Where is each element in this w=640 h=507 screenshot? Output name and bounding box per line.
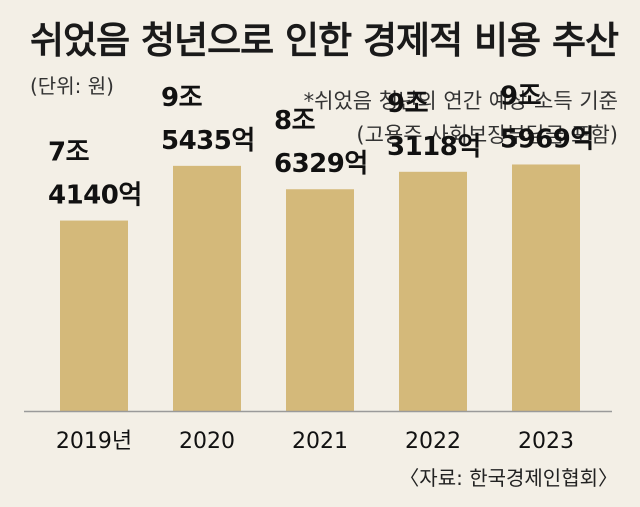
bar-1: [173, 165, 241, 411]
bar-value-label-4-line-2: 5969억: [500, 124, 594, 154]
bar-value-label-1-line-2: 5435억: [161, 126, 255, 156]
x-tick-label-1: 2020: [179, 429, 235, 454]
bar-value-label-2-line-1: 8조: [274, 106, 316, 136]
footnote: *쉬었음 청년의 연간 예상 소득 기준 (고용주 사회보장부담금 포함): [304, 84, 618, 152]
chart-title: 쉬었음 청년으로 인한 경제적 비용 추산: [30, 19, 619, 62]
bar-value-label-3-line-1: 9조: [387, 89, 429, 119]
x-tick-label-3: 2022: [405, 429, 461, 454]
bar-value-label-1-line-1: 9조: [161, 83, 203, 113]
footnote-line-2: (고용주 사회보장부담금 포함): [356, 123, 618, 147]
bar-value-label-3-line-2: 3118억: [387, 132, 481, 162]
bar-value-label-4-line-1: 9조: [500, 81, 542, 111]
bar-value-label-2-line-2: 6329억: [274, 149, 368, 179]
bar-3: [399, 171, 467, 411]
bar-2: [286, 189, 354, 411]
x-tick-label-0: 2019년: [56, 429, 132, 454]
x-tick-label-4: 2023: [518, 429, 574, 454]
bar-value-label-0-line-2: 4140억: [48, 181, 142, 211]
bar-value-label-0-line-1: 7조: [48, 138, 90, 168]
bar-4: [512, 164, 580, 411]
bar-0: [60, 220, 128, 411]
x-tick-label-2: 2021: [292, 429, 348, 454]
source-label: 〈자료: 한국경제인협회〉: [399, 466, 618, 490]
footnote-line-1: *쉬었음 청년의 연간 예상 소득 기준: [303, 89, 618, 113]
unit-label: (단위: 원): [30, 74, 114, 98]
